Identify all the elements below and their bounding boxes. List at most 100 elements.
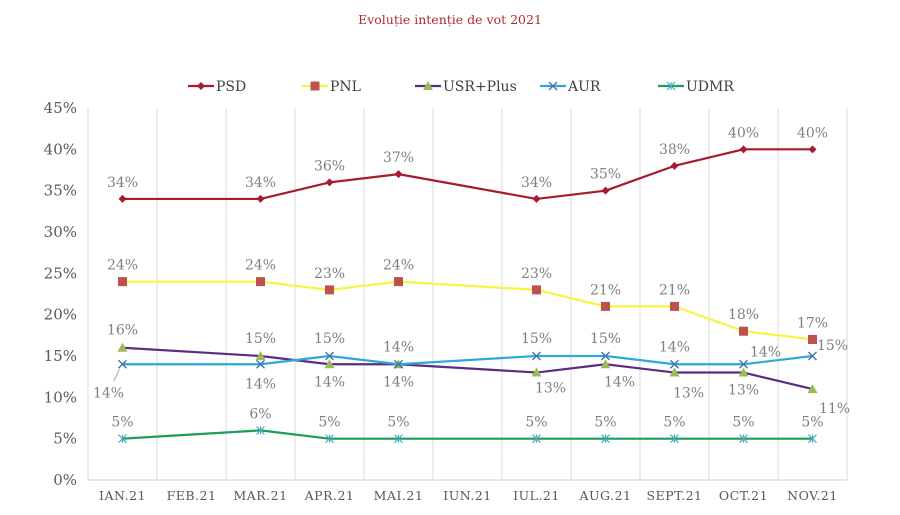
data-label: 5%: [525, 415, 547, 431]
x-tick-label: FEB.21: [167, 488, 217, 503]
data-label: 5%: [318, 415, 340, 431]
series-psd: [118, 145, 817, 203]
data-label: 15%: [521, 331, 552, 347]
data-label: 14%: [659, 339, 690, 355]
y-tick-label: 5%: [53, 430, 77, 448]
marker-diamond: [808, 145, 817, 154]
marker-diamond: [325, 178, 334, 187]
marker-x: [548, 81, 558, 91]
series-usr-plus: [117, 342, 818, 394]
data-label: 16%: [107, 323, 138, 339]
data-label: 5%: [801, 415, 823, 431]
x-tick-label: OCT.21: [719, 488, 768, 503]
data-label: 40%: [728, 125, 759, 141]
legend: PSD PNL USR+Plus AUR UDMR: [188, 79, 734, 95]
data-label: 5%: [387, 415, 409, 431]
marker-triangle: [738, 367, 749, 377]
marker-x: [532, 351, 541, 361]
marker-x: [325, 351, 334, 361]
marker-diamond: [601, 186, 610, 195]
marker-square: [808, 334, 817, 344]
data-label: 34%: [107, 175, 138, 191]
legend-item-pnl: PNL: [302, 79, 361, 95]
legend-label: USR+Plus: [443, 79, 517, 95]
data-label: 14%: [314, 374, 345, 390]
marker-star: [601, 434, 610, 444]
data-label: 14%: [383, 374, 414, 390]
marker-star: [670, 434, 679, 444]
y-tick-label: 30%: [44, 223, 77, 241]
data-label: 24%: [245, 258, 276, 274]
series-group: [117, 145, 818, 444]
data-label: 5%: [732, 415, 754, 431]
data-label: 17%: [797, 315, 828, 331]
marker-x: [670, 359, 679, 369]
marker-star: [118, 434, 127, 444]
marker-triangle: [324, 359, 335, 369]
marker-star: [256, 425, 265, 435]
marker-triangle: [255, 351, 266, 360]
legend-label: PNL: [330, 79, 361, 95]
x-tick-label: MAR.21: [233, 488, 287, 503]
x-axis: IAN.21 FEB.21 MAR.21 APR.21 MAI.21 IUN.21 IUL.…: [99, 488, 838, 503]
x-tick-label: AUG.21: [579, 488, 632, 503]
marker-triangle: [669, 367, 680, 377]
data-label: 14%: [93, 385, 124, 401]
marker-x: [601, 351, 610, 361]
y-tick-label: 35%: [44, 182, 77, 200]
legend-label: AUR: [567, 79, 601, 95]
legend-item-udmr: UDMR: [658, 79, 734, 95]
data-label: 40%: [797, 125, 828, 141]
x-tick-label: IUN.21: [443, 488, 492, 503]
series-pnl: [118, 277, 817, 344]
marker-diamond: [532, 194, 541, 203]
marker-triangle: [807, 384, 818, 394]
x-tick-label: MAI.21: [374, 488, 424, 503]
data-label: 23%: [521, 266, 552, 282]
data-label: 21%: [659, 282, 690, 298]
data-label: 24%: [107, 258, 138, 274]
y-tick-label: 10%: [44, 388, 77, 406]
x-tick-label: APR.21: [304, 488, 355, 503]
y-axis: 0% 5% 10% 15% 20% 25% 30% 35% 40% 45%: [44, 99, 77, 489]
marker-diamond: [739, 145, 748, 154]
data-label: 37%: [383, 150, 414, 166]
marker-triangle: [117, 342, 128, 352]
data-label: 5%: [594, 415, 616, 431]
marker-square: [256, 277, 265, 287]
x-tick-label: NOV.21: [787, 488, 838, 503]
data-label: 18%: [728, 307, 759, 323]
marker-diamond: [197, 82, 205, 90]
marker-square: [739, 326, 748, 336]
data-label: 15%: [590, 331, 621, 347]
data-labels: 34% 34% 36% 37% 34% 35% 38% 40% 40% 24% 24% 23% 24% 2…: [93, 125, 850, 430]
data-label: 5%: [663, 415, 685, 431]
data-label: 15%: [245, 331, 276, 347]
y-tick-label: 15%: [44, 347, 77, 365]
marker-diamond: [118, 194, 127, 203]
marker-star: [666, 81, 676, 91]
y-tick-label: 45%: [44, 99, 77, 117]
marker-square: [670, 301, 679, 311]
leader-line: [113, 369, 120, 382]
x-tick-label: IUL.21: [513, 488, 560, 503]
data-label: 13%: [535, 381, 566, 397]
marker-diamond: [394, 170, 403, 179]
marker-x: [256, 359, 265, 369]
data-label: 13%: [673, 386, 704, 402]
legend-item-psd: PSD: [188, 79, 246, 95]
data-label: 35%: [590, 167, 621, 183]
marker-diamond: [670, 161, 679, 170]
data-label: 38%: [659, 142, 690, 158]
y-tick-label: 40%: [44, 140, 77, 158]
marker-x: [118, 359, 127, 369]
series-udmr: [118, 425, 817, 444]
y-tick-label: 25%: [44, 264, 77, 282]
data-label: 15%: [314, 331, 345, 347]
data-label: 15%: [817, 338, 848, 354]
x-tick-label: IAN.21: [99, 488, 146, 503]
data-label: 13%: [728, 383, 759, 399]
y-tick-label: 20%: [44, 306, 77, 324]
marker-square: [601, 301, 610, 311]
